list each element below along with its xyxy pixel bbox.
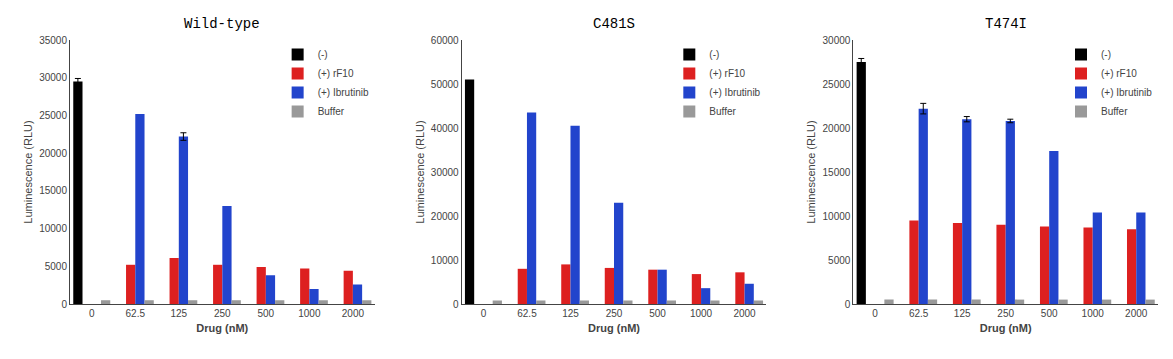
svg-text:5000: 5000 [828,255,851,266]
svg-text:25000: 25000 [39,110,67,121]
svg-text:30000: 30000 [431,167,459,178]
svg-text:40000: 40000 [431,123,459,134]
svg-text:Luminescence (RLU): Luminescence (RLU) [805,120,817,223]
svg-text:62.5: 62.5 [517,308,537,319]
svg-text:2000: 2000 [733,308,756,319]
svg-text:(-): (-) [318,49,328,60]
svg-text:1000: 1000 [1082,308,1105,319]
svg-text:1000: 1000 [298,308,321,319]
svg-text:5000: 5000 [45,261,68,272]
svg-text:Buffer: Buffer [318,106,345,117]
svg-text:10000: 10000 [39,223,67,234]
svg-text:25000: 25000 [823,79,851,90]
svg-text:62.5: 62.5 [909,308,929,319]
svg-text:125: 125 [562,308,579,319]
svg-text:(+) Ibrutinib: (+) Ibrutinib [318,87,369,98]
svg-text:Buffer: Buffer [1101,106,1128,117]
svg-text:60000: 60000 [431,35,459,46]
svg-text:(+) rF10: (+) rF10 [1101,68,1137,79]
svg-text:T474I: T474I [985,16,1027,32]
svg-text:15000: 15000 [39,185,67,196]
svg-text:0: 0 [872,308,878,319]
svg-text:0: 0 [453,299,459,310]
svg-text:(-): (-) [1101,49,1111,60]
svg-text:1000: 1000 [690,308,713,319]
svg-text:125: 125 [170,308,187,319]
svg-text:(+) rF10: (+) rF10 [318,68,354,79]
svg-text:Drug (nM): Drug (nM) [980,322,1032,334]
svg-text:125: 125 [954,308,971,319]
svg-text:10000: 10000 [823,211,851,222]
svg-text:C481S: C481S [593,16,635,32]
svg-text:20000: 20000 [431,211,459,222]
svg-text:(-): (-) [709,49,719,60]
svg-text:500: 500 [257,308,274,319]
svg-text:20000: 20000 [39,148,67,159]
svg-text:10000: 10000 [431,255,459,266]
svg-text:50000: 50000 [431,79,459,90]
svg-text:0: 0 [481,308,487,319]
svg-text:250: 250 [214,308,231,319]
svg-text:(+) rF10: (+) rF10 [709,68,745,79]
svg-text:250: 250 [997,308,1014,319]
svg-text:62.5: 62.5 [126,308,146,319]
svg-text:30000: 30000 [39,72,67,83]
svg-text:Buffer: Buffer [709,106,736,117]
svg-text:500: 500 [649,308,666,319]
svg-text:35000: 35000 [39,35,67,46]
svg-text:20000: 20000 [823,123,851,134]
svg-text:(+) Ibrutinib: (+) Ibrutinib [709,87,760,98]
svg-text:0: 0 [61,299,67,310]
svg-text:Drug (nM): Drug (nM) [588,322,640,334]
svg-text:0: 0 [89,308,95,319]
svg-text:Luminescence (RLU): Luminescence (RLU) [22,120,34,223]
svg-text:Wild-type: Wild-type [184,16,260,32]
svg-text:15000: 15000 [823,167,851,178]
svg-text:Drug (nM): Drug (nM) [196,322,248,334]
svg-text:2000: 2000 [342,308,365,319]
svg-text:30000: 30000 [823,35,851,46]
svg-text:2000: 2000 [1125,308,1148,319]
svg-text:500: 500 [1041,308,1058,319]
svg-text:(+) Ibrutinib: (+) Ibrutinib [1101,87,1152,98]
svg-text:Luminescence (RLU): Luminescence (RLU) [414,120,426,223]
svg-text:0: 0 [845,299,851,310]
svg-text:250: 250 [606,308,623,319]
